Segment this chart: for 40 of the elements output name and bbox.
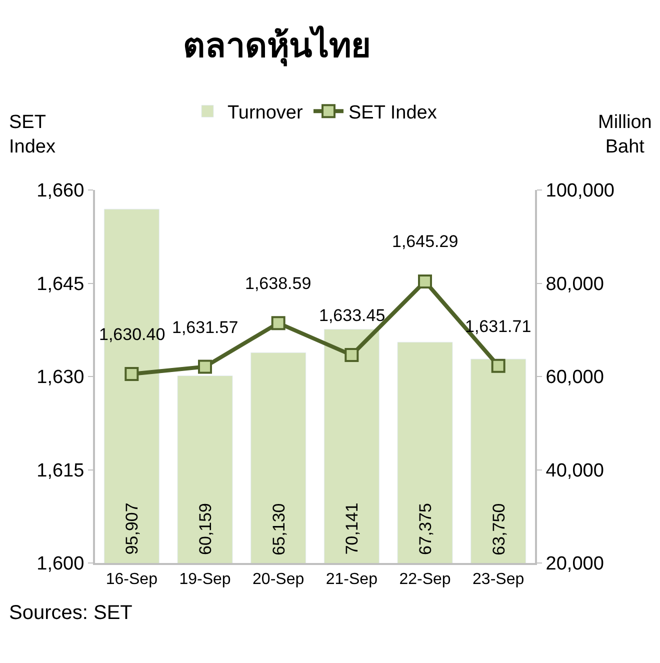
y2-tick-label: 100,000 [546, 180, 614, 202]
point [271, 316, 286, 330]
legend-label: SET Index [348, 102, 438, 124]
data-label: 67,375 [416, 503, 435, 555]
data-label: 70,141 [342, 502, 362, 555]
point [418, 274, 432, 288]
legend-label: Turnover [228, 102, 304, 124]
data-label: 60,159 [196, 503, 215, 555]
data-label: 63,750 [489, 503, 508, 556]
data-label: 65,130 [269, 503, 288, 556]
data-label: 1,630.40 [99, 325, 166, 344]
y2-tick-label: 80,000 [546, 274, 604, 295]
data-label: 1,631.57 [172, 318, 238, 337]
point [344, 348, 359, 362]
source-note: Sources: SET [9, 602, 132, 624]
y2-tick-label: 60,000 [546, 367, 604, 388]
y2-axis-title: Million Baht [598, 112, 652, 158]
chart-title: ตลาดหุ้นไทย [183, 24, 372, 67]
y-tick-label: 1,645 [36, 274, 84, 295]
data-label: 1,638.59 [245, 274, 312, 293]
x-tick-label: 23-Sep [472, 571, 524, 588]
y-axis-title: SET Index [9, 112, 56, 158]
data-label: 1,631.71 [465, 317, 532, 336]
y-tick-label: 1,660 [36, 180, 84, 202]
x-tick-label: 21-Sep [326, 571, 378, 588]
data-label: 1,645.29 [392, 232, 458, 251]
point [198, 360, 212, 374]
data-label: 95,907 [122, 502, 142, 555]
x-tick-label: 19-Sep [179, 571, 231, 588]
y2-tick-label: 20,000 [546, 554, 604, 575]
y-tick-label: 1,615 [36, 460, 84, 482]
point [491, 358, 506, 373]
point [124, 367, 139, 382]
y2-tick-label: 40,000 [546, 460, 604, 482]
y-tick-label: 1,630 [36, 367, 84, 388]
data-label: 1,633.45 [319, 306, 386, 325]
x-tick-label: 16-Sep [106, 571, 158, 588]
x-tick-label: 22-Sep [399, 571, 451, 588]
x-tick-label: 20-Sep [252, 571, 304, 588]
y-tick-label: 1,600 [36, 554, 84, 575]
